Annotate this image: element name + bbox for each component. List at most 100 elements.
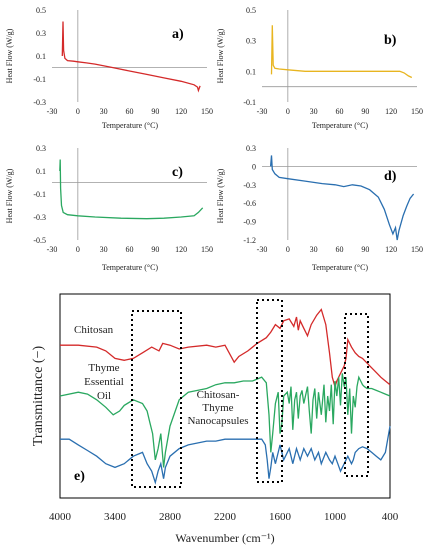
panel-e-x-tick: 2800 bbox=[159, 511, 182, 523]
panel-d-label: d) bbox=[384, 169, 397, 184]
panel-e-y-label: Transmittance (−) bbox=[31, 346, 46, 447]
panel-a-y-label: Heat Flow (W/g) bbox=[5, 28, 14, 83]
panel-b-x-ticks: -30 0 30 60 90 120 150 bbox=[257, 107, 423, 116]
panel-c-y-tick: -0.1 bbox=[33, 190, 46, 199]
panel-d-y-tick: 0.3 bbox=[246, 144, 256, 153]
panel-b-x-tick: -30 bbox=[257, 107, 268, 116]
panel-c-y-ticks: -0.5 -0.3 -0.1 0.1 0.3 bbox=[33, 144, 46, 245]
panel-d-y-tick: -0.3 bbox=[243, 181, 256, 190]
panel-b-y-tick: 0.5 bbox=[246, 6, 256, 15]
panel-b-x-tick: 60 bbox=[336, 107, 344, 116]
panel-c-label: c) bbox=[172, 165, 183, 180]
panel-e-x-tick: 3400 bbox=[104, 511, 127, 523]
panel-d-plot-area bbox=[262, 148, 417, 240]
dotted-box-oh-region bbox=[131, 310, 182, 488]
panel-a-x-tick: 150 bbox=[201, 107, 213, 116]
panel-a-x-tick: -30 bbox=[47, 107, 58, 116]
panel-b-x-tick: 0 bbox=[286, 107, 290, 116]
panel-b-dsc-chart: -30 0 30 60 90 120 150 -0.1 0.1 0.3 0.5 Temperatu… bbox=[216, 6, 423, 130]
panel-a-y-tick: 0.1 bbox=[36, 52, 46, 61]
panel-b-x-tick: 90 bbox=[361, 107, 369, 116]
panel-e-x-ticks: 4000 3400 2800 2200 1600 1000 400 bbox=[49, 511, 399, 523]
panel-c-y-tick: 0.3 bbox=[36, 144, 46, 153]
panel-d-x-tick: -30 bbox=[257, 245, 268, 254]
panel-a-x-tick: 90 bbox=[151, 107, 159, 116]
panel-c-dsc-chart: -30 0 30 60 90 120 150 -0.5 -0.3 -0.1 0.1 0.3 Temp… bbox=[5, 144, 213, 272]
panel-d-y-tick: -0.6 bbox=[243, 199, 256, 208]
panel-b-y-tick: 0.3 bbox=[246, 37, 256, 46]
panel-b-label: b) bbox=[384, 33, 397, 48]
panel-d-y-tick: -1.2 bbox=[243, 236, 256, 245]
panel-c-x-tick: 120 bbox=[175, 245, 187, 254]
panel-d-dsc-chart: -30 0 30 60 90 120 150 -1.2 -0.9 -0.6 -0.3 0 0.3 Te… bbox=[216, 144, 423, 272]
panel-a-y-tick: 0.3 bbox=[36, 29, 46, 38]
panel-c-x-tick: 150 bbox=[201, 245, 213, 254]
panel-a-y-tick: 0.5 bbox=[36, 6, 46, 15]
panel-b-y-tick: -0.1 bbox=[243, 98, 256, 107]
panel-b-x-tick: 150 bbox=[411, 107, 423, 116]
panel-d-x-label: Temperature (°C) bbox=[312, 263, 369, 272]
panel-b-plot-area bbox=[262, 10, 417, 102]
panel-d-x-tick: 120 bbox=[385, 245, 397, 254]
panel-d-y-tick: -0.9 bbox=[243, 218, 256, 227]
annotation-chitosan-thyme: Chitosan- bbox=[197, 389, 240, 401]
dotted-box-carbonyl-region bbox=[256, 299, 283, 483]
panel-d-x-tick: 150 bbox=[411, 245, 423, 254]
panel-c-plot-area bbox=[52, 148, 207, 240]
panel-c-x-tick: 0 bbox=[76, 245, 80, 254]
panel-c-y-tick: 0.1 bbox=[36, 167, 46, 176]
panel-b-line bbox=[270, 25, 413, 79]
panel-b-y-tick: 0.1 bbox=[246, 67, 256, 76]
panel-e-x-tick: 400 bbox=[382, 511, 399, 523]
ftir-series-1 bbox=[59, 373, 391, 468]
annotation-thyme-1: Thyme bbox=[88, 362, 119, 374]
panel-d-x-tick: 30 bbox=[310, 245, 318, 254]
panel-c-y-tick: -0.3 bbox=[33, 213, 46, 222]
panel-a-y-tick: -0.1 bbox=[33, 75, 46, 84]
annotation-thyme-2: Thyme bbox=[202, 402, 233, 414]
panel-d-x-tick: 60 bbox=[336, 245, 344, 254]
panel-d-y-ticks: -1.2 -0.9 -0.6 -0.3 0 0.3 bbox=[243, 144, 256, 245]
panel-d-y-tick: 0 bbox=[252, 162, 256, 171]
panel-e-x-tick: 2200 bbox=[214, 511, 237, 523]
panel-e-label: e) bbox=[74, 469, 85, 484]
panel-c-y-tick: -0.5 bbox=[33, 236, 46, 245]
panel-a-plot-area bbox=[52, 10, 207, 102]
panel-a-line bbox=[61, 21, 201, 93]
ftir-series-2 bbox=[60, 425, 391, 485]
panel-e-x-tick: 1000 bbox=[324, 511, 347, 523]
panel-e-x-tick: 1600 bbox=[269, 511, 292, 523]
panel-c-line bbox=[59, 159, 204, 220]
panel-e-series bbox=[59, 308, 391, 485]
panel-b-y-ticks: -0.1 0.1 0.3 0.5 bbox=[243, 6, 256, 107]
panel-a-x-tick: 60 bbox=[126, 107, 134, 116]
panel-a-x-tick: 0 bbox=[76, 107, 80, 116]
panel-a-x-ticks: -30 0 30 60 90 120 150 bbox=[47, 107, 213, 116]
annotation-oil: Oil bbox=[97, 390, 111, 402]
panel-d-y-label: Heat Flow (W/g) bbox=[216, 168, 225, 223]
panel-e-x-tick: 4000 bbox=[49, 511, 72, 523]
panel-a-label: a) bbox=[172, 27, 184, 42]
panel-a-x-tick: 30 bbox=[100, 107, 108, 116]
panel-b-x-label: Temperature (°C) bbox=[312, 121, 369, 130]
panel-b-x-tick: 30 bbox=[310, 107, 318, 116]
panel-c-x-tick: 90 bbox=[151, 245, 159, 254]
panel-c-y-label: Heat Flow (W/g) bbox=[5, 168, 14, 223]
panel-a-y-ticks: -0.3 -0.1 0.1 0.3 0.5 bbox=[33, 6, 46, 107]
panel-d-x-tick: 90 bbox=[361, 245, 369, 254]
panel-d-line bbox=[269, 155, 415, 241]
panel-a-dsc-chart: -30 0 30 60 90 120 150 -0.3 -0.1 0.1 0.3 0.5 Tempe… bbox=[5, 6, 213, 130]
panel-c-x-tick: -30 bbox=[47, 245, 58, 254]
panel-c-x-tick: 30 bbox=[100, 245, 108, 254]
panel-b-y-label: Heat Flow (W/g) bbox=[216, 28, 225, 83]
panel-c-x-tick: 60 bbox=[126, 245, 134, 254]
panel-a-x-label: Temperature (°C) bbox=[102, 121, 159, 130]
panel-d-x-ticks: -30 0 30 60 90 120 150 bbox=[257, 245, 423, 254]
ftir-series-0 bbox=[60, 308, 391, 389]
panel-a-y-tick: -0.3 bbox=[33, 98, 46, 107]
annotation-chitosan: Chitosan bbox=[74, 324, 114, 336]
panel-c-x-label: Temperature (°C) bbox=[102, 263, 159, 272]
panel-e-ftir-chart: 4000 3400 2800 2200 1600 1000 400 Chitosan Thy… bbox=[31, 293, 399, 545]
annotation-essential: Essential bbox=[84, 376, 124, 388]
